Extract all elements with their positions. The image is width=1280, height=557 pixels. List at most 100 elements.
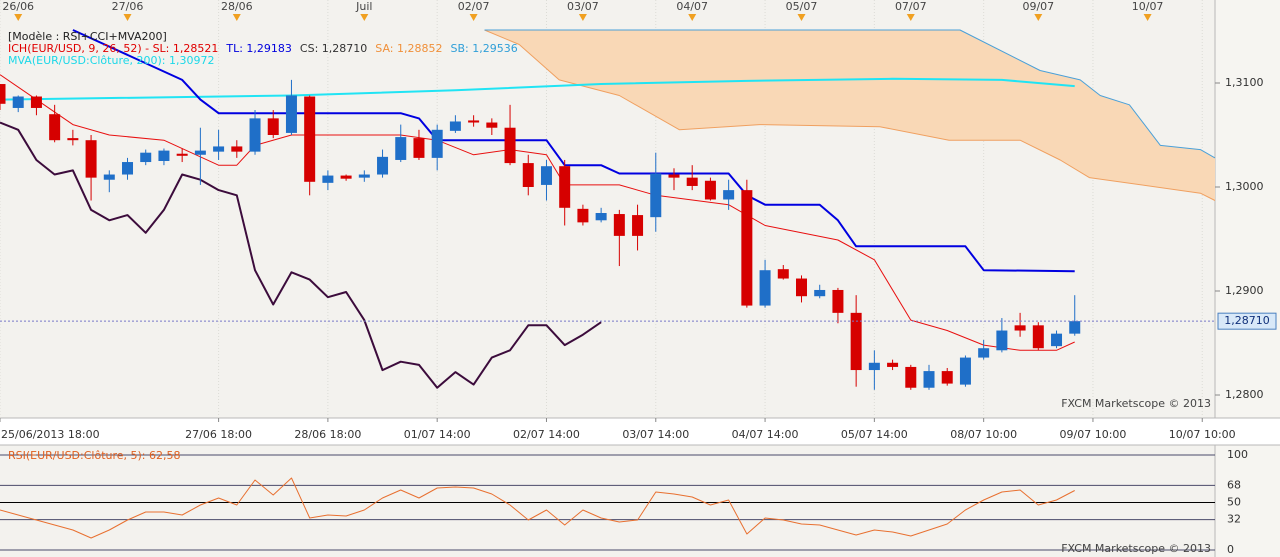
session-marker [906,14,915,21]
session-marker [797,14,806,21]
top-date-label: 27/06 [112,0,144,13]
candle-body [249,118,261,152]
session-marker [14,14,23,21]
session-marker [1143,14,1152,21]
candle-body [1032,325,1044,349]
candle-body [486,122,498,128]
x-tick-label: 27/06 18:00 [185,428,252,441]
candle-body [504,127,516,164]
top-date-label: 10/07 [1132,0,1164,13]
legend-entry: TL: 1,29183 [225,42,292,55]
y-tick-label: 1,2800 [1225,388,1264,401]
y-tick-label: 100 [1227,448,1248,461]
top-date-label: 07/07 [895,0,927,13]
candle-body [559,166,571,208]
x-tick-label: 05/07 14:00 [841,428,908,441]
candle-body [832,289,844,313]
candle-body [267,118,279,135]
session-marker [688,14,697,21]
x-tick-label: 04/07 14:00 [732,428,799,441]
ichimoku-cloud [484,30,1215,201]
session-marker [123,14,132,21]
candle-body [1051,333,1063,347]
candle-body [577,208,589,223]
legend-line: MVA(EUR/USD:Clôture, 200): 1,30972 [8,54,214,67]
x-tick-label: 28/06 18:00 [294,428,361,441]
legend-line: [Modèle : RSI+CCI+MVA200] [8,30,167,43]
candle-body [704,180,716,200]
legend-entry: MVA(EUR/USD:Clôture, 200): 1,30972 [8,54,214,67]
candle-body [887,362,899,367]
candle-body [67,138,79,141]
last-price-label: 1,28710 [1224,314,1270,327]
y-tick-label: 1,3100 [1225,76,1264,89]
candle-body [122,162,134,175]
x-tick-label: 03/07 14:00 [622,428,689,441]
candle-body [814,289,826,297]
watermark: FXCM Marketscope © 2013 [1061,542,1211,555]
candle-body [413,138,425,158]
candle-body [340,175,352,179]
candle-body [12,96,24,108]
candle-body [941,371,953,384]
candle-body [468,120,480,123]
session-marker [469,14,478,21]
candle-body [777,269,789,279]
candle-body [103,174,115,180]
candle-body [1069,321,1081,334]
rsi-line [0,477,1075,539]
x-tick-label: 02/07 14:00 [513,428,580,441]
candle-body [540,166,552,185]
top-date-label: Juil [355,0,372,13]
legend-entry: ICH(EUR/USD, 9, 26, 52) - SL: 1,28521 [8,42,218,55]
y-tick-label: 50 [1227,496,1241,509]
candle-body [996,330,1008,351]
candle-body [176,153,188,156]
candle-body [158,150,170,162]
cloud-line [484,29,1216,159]
top-date-label: 09/07 [1022,0,1054,13]
candle-body [668,174,680,178]
legend-entry: [Modèle : RSI+CCI+MVA200] [8,30,167,43]
rsi-plot-background [0,445,1215,557]
candle-body [522,163,534,188]
candle-body [395,137,407,160]
candle-body [795,278,807,297]
x-tick-label: 25/06/2013 18:00 [1,428,100,441]
candle-body [850,312,862,371]
candle-body [978,348,990,358]
candle-body [650,173,662,218]
candle-body [85,140,97,178]
legend-line: ICH(EUR/USD, 9, 26, 52) - SL: 1,28521 TL:… [8,42,518,55]
candle-body [1014,325,1026,331]
top-date-label: 03/07 [567,0,599,13]
rsi-title: RSI(EUR/USD:Clôture, 5): 62,58 [8,449,181,462]
session-marker [360,14,369,21]
legend-entry: CS: 1,28710 [300,42,367,55]
top-date-label: 26/06 [2,0,34,13]
y-tick-label: 68 [1227,478,1241,491]
candle-body [923,371,935,388]
session-marker [578,14,587,21]
candle-body [322,175,334,183]
candle-body [723,190,735,200]
x-tick-label: 09/07 10:00 [1060,428,1127,441]
candle-body [30,96,42,108]
candle-body [741,190,753,306]
x-tick-label: 10/07 10:00 [1169,428,1236,441]
last-price-box [1217,312,1277,330]
top-date-label: 28/06 [221,0,253,13]
y-tick-label: 32 [1227,513,1241,526]
candle-body [49,114,61,141]
candle-body [431,129,443,158]
candle-body [140,152,152,163]
candle-body [759,270,771,306]
candle-body [194,150,206,155]
top-date-label: 04/07 [676,0,708,13]
candle-body [285,95,297,133]
candle-body [686,177,698,186]
candle-body [449,121,461,131]
candle-body [0,84,6,104]
candle-body [595,213,607,221]
